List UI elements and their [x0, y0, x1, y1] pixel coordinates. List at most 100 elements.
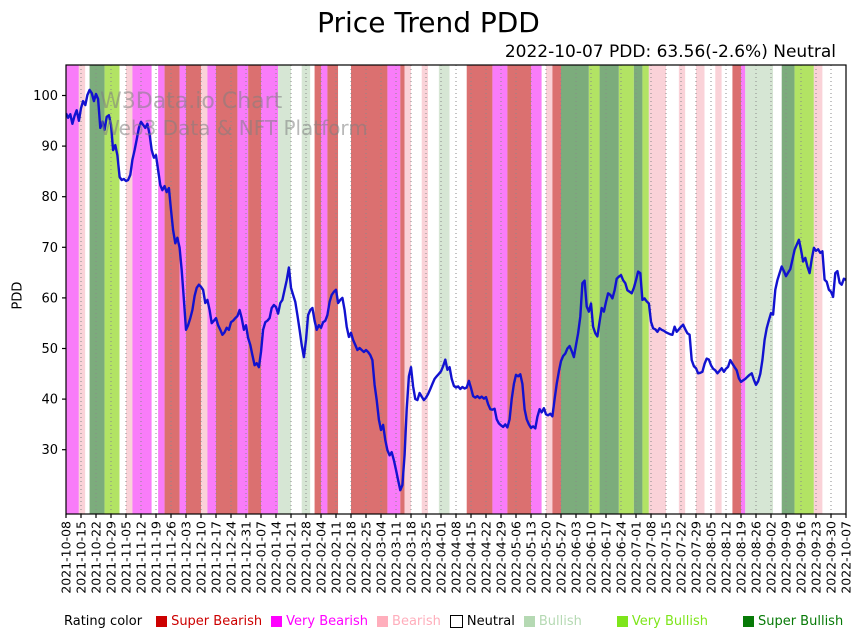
x-tick-label: 2022-04-22	[479, 521, 494, 594]
legend-entry-super-bearish: Super Bearish	[156, 614, 262, 629]
x-tick-label: 2022-01-14	[269, 521, 284, 594]
x-tick-label: 2022-01-07	[254, 521, 269, 594]
rating-band-neutral	[310, 65, 315, 514]
legend-swatch	[449, 615, 463, 628]
x-tick-label: 2022-09-02	[764, 521, 779, 594]
legend-entry-bullish: Bullish	[523, 614, 582, 629]
rating-band-very_bearish	[207, 65, 216, 514]
rating-band-bearish	[696, 65, 705, 514]
y-tick-label: 80	[41, 190, 58, 205]
legend-entry-label: Super Bearish	[171, 614, 263, 629]
rating-band-bearish	[404, 65, 411, 514]
rating-band-super_bearish	[327, 65, 339, 514]
x-tick-label: 2021-12-24	[224, 521, 239, 594]
x-tick-label: 2022-07-29	[689, 521, 704, 594]
legend-swatch	[271, 616, 283, 627]
rating-band-neutral	[773, 65, 782, 514]
legend-swatch	[616, 616, 628, 627]
rating-band-neutral	[428, 65, 439, 514]
rating-band-bearish	[813, 65, 823, 514]
rating-band-super_bearish	[507, 65, 531, 514]
x-tick-label: 2022-02-04	[314, 521, 329, 594]
rating-band-neutral	[449, 65, 467, 514]
x-tick-label: 2022-03-11	[389, 521, 404, 594]
rating-band-very_bearish	[132, 65, 152, 514]
legend-swatch	[742, 616, 754, 627]
y-tick-label: 70	[41, 241, 58, 256]
legend-title: Rating color	[64, 614, 143, 629]
x-tick-label: 2022-07-08	[644, 521, 659, 594]
legend-entry-neutral: Neutral	[449, 614, 515, 629]
x-tick-label: 2022-04-01	[434, 521, 449, 594]
y-tick-label: 90	[41, 140, 58, 155]
rating-bands	[66, 65, 846, 514]
rating-band-neutral	[685, 65, 696, 514]
y-tick-label: 30	[41, 443, 58, 458]
legend-entry-label: Very Bullish	[631, 614, 708, 629]
rating-band-neutral	[291, 65, 302, 514]
x-tick-label: 2022-03-04	[374, 521, 389, 594]
rating-band-super_bearish	[552, 65, 561, 514]
x-tick-label: 2022-04-15	[464, 521, 479, 594]
rating-band-bearish	[126, 65, 133, 514]
rating-band-neutral	[666, 65, 679, 514]
rating-band-bearish	[715, 65, 722, 514]
x-tick-label: 2022-09-23	[809, 521, 824, 594]
x-tick-label: 2021-11-26	[164, 521, 179, 594]
x-tick-label: 2022-06-03	[569, 521, 584, 594]
rating-band-neutral	[119, 65, 126, 514]
x-tick-label: 2022-09-30	[824, 521, 839, 594]
legend-entry-label: Bullish	[538, 614, 582, 629]
x-tick-label: 2022-09-09	[779, 521, 794, 594]
rating-band-very_bearish	[237, 65, 249, 514]
x-axis: 2021-10-08 2021-10-15 2021-10-22 2021-10-29…	[59, 514, 854, 594]
x-tick-label: 2022-08-26	[749, 521, 764, 594]
rating-band-very_bearish	[741, 65, 746, 514]
rating-band-neutral	[85, 65, 90, 514]
rating-band-very_bullish	[642, 65, 649, 514]
x-tick-label: 2022-06-10	[584, 521, 599, 594]
rating-band-super_bullish	[781, 65, 795, 514]
rating-band-super_bearish	[732, 65, 741, 514]
rating-band-very_bearish	[531, 65, 542, 514]
legend-entry-very-bearish: Very Bearish	[271, 614, 368, 629]
x-tick-label: 2022-01-28	[299, 521, 314, 594]
rating-band-super_bearish	[164, 65, 180, 514]
legend-swatch	[156, 616, 168, 627]
rating-band-super_bullish	[599, 65, 619, 514]
x-tick-label: 2022-08-12	[719, 521, 734, 594]
x-tick-label: 2022-04-08	[449, 521, 464, 594]
chart-title: Price Trend PDD	[317, 6, 540, 39]
rating-band-neutral	[541, 65, 546, 514]
x-tick-label: 2022-05-06	[509, 521, 524, 594]
rating-band-super_bearish	[351, 65, 388, 514]
rating-band-super_bearish	[186, 65, 201, 514]
rating-band-neutral	[721, 65, 733, 514]
legend-entry-super-bullish: Super Bullish	[742, 614, 843, 629]
rating-band-super_bullish	[89, 65, 105, 514]
x-tick-label: 2022-07-15	[659, 521, 674, 594]
rating-band-super_bullish	[633, 65, 643, 514]
x-tick-label: 2021-10-29	[104, 521, 119, 594]
price-line	[66, 88, 846, 492]
x-tick-label: 2022-03-25	[419, 521, 434, 594]
x-tick-label: 2022-07-22	[674, 521, 689, 594]
y-tick-label: 50	[41, 342, 58, 357]
x-tick-label: 2022-05-27	[554, 521, 569, 594]
legend-entry-very-bullish: Very Bullish	[616, 614, 708, 629]
x-tick-label: 2021-12-03	[179, 521, 194, 594]
legend-entry-label: Bearish	[392, 614, 441, 629]
x-tick-label: 2022-06-17	[599, 521, 614, 594]
y-tick-label: 100	[33, 89, 58, 104]
rating-band-neutral	[704, 65, 716, 514]
rating-band-neutral	[411, 65, 422, 514]
rating-band-very_bullish	[588, 65, 600, 514]
rating-band-very_bearish	[66, 65, 79, 514]
x-tick-label: 2022-05-20	[539, 521, 554, 594]
y-tick-label: 40	[41, 393, 58, 408]
rating-band-neutral	[338, 65, 351, 514]
rating-band-super_bearish	[314, 65, 321, 514]
rating-band-neutral	[151, 65, 159, 514]
x-tick-label: 2022-01-21	[284, 521, 299, 594]
rating-band-bearish	[546, 65, 553, 514]
